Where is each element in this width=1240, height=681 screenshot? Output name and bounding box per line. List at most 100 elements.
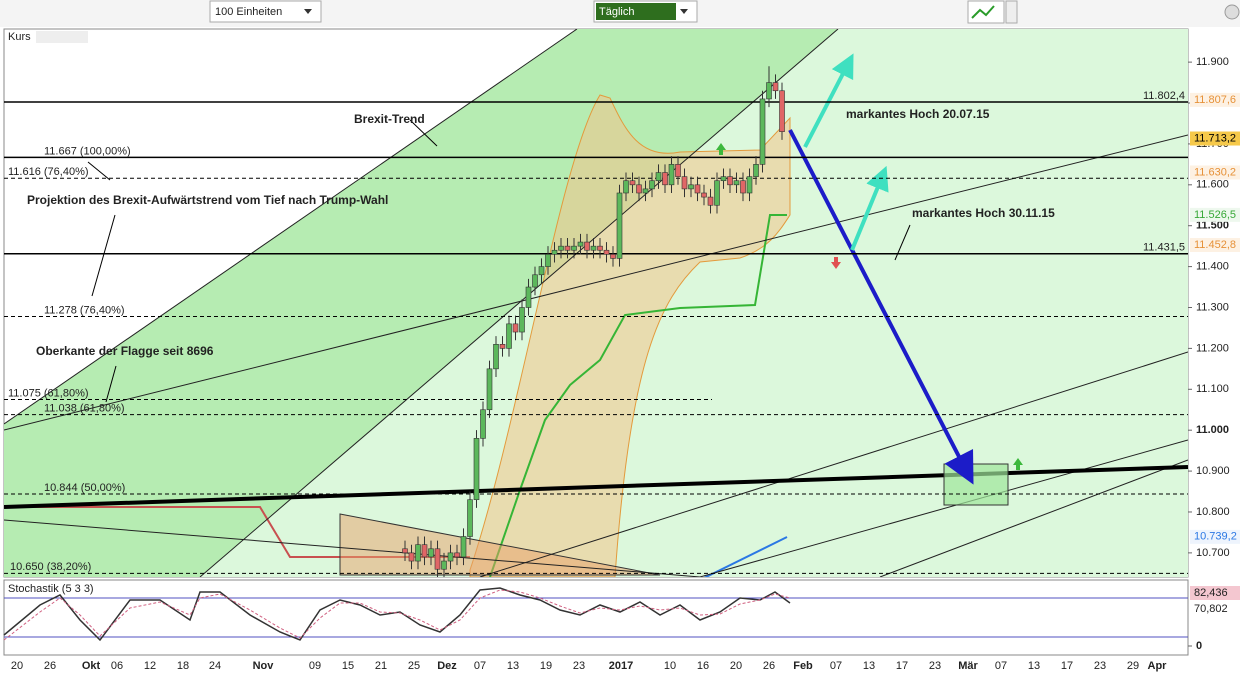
trend-line [879,459,1188,577]
y-tick-label: 11.300 [1196,301,1229,313]
tool-icon [971,5,995,19]
y-tick-label: 10.800 [1196,506,1230,518]
x-tick-label: 13 [1028,660,1040,672]
period-highlight [596,3,676,20]
candle-body [610,254,616,259]
candle-body [454,552,460,558]
pointer [105,365,117,403]
x-tick-label: 25 [408,660,420,672]
candle-body [668,164,675,186]
level-label: 11.667 (100,00%) [44,145,131,157]
candle-body [642,188,649,194]
candle-body [733,180,740,186]
price-tag-label: 11.526,5 [1194,209,1236,221]
x-tick-label: 26 [44,660,56,672]
x-tick-label: 15 [342,660,354,672]
candle-body [538,266,545,276]
x-tick-label: 29 [1127,660,1139,672]
dropdown-icon [680,9,688,14]
projection-arrow [788,129,974,485]
candle-body [441,560,447,570]
x-tick-label: Apr [1148,660,1168,672]
price-tag [1190,207,1240,222]
candle-body [675,164,681,177]
trend-line [4,134,1188,431]
units-select[interactable] [209,0,322,23]
pointer [87,161,111,181]
x-tick-label: Feb [793,660,813,672]
x-tick-label: 07 [830,660,842,672]
candle-body [545,254,551,267]
y-tick-label: 11.900 [1196,56,1229,68]
y-tick-label: 10.700 [1196,547,1230,559]
candle-body [662,172,668,186]
price-tag [1190,165,1240,180]
x-tick-label: 21 [375,660,387,672]
x-tick-label: 18 [177,660,189,672]
candle-body [746,176,753,194]
channel-light [200,29,1188,577]
candle-body [493,344,499,370]
candle-body [590,245,597,251]
candle-body [571,245,577,251]
chart-tools-button[interactable] [967,0,1005,24]
candle-body [447,552,454,562]
signal-up [716,143,726,155]
price-tag [1190,529,1240,544]
x-tick-label: 10 [664,660,676,672]
candle-body [499,344,506,349]
x-tick-label: 17 [896,660,908,672]
scroll-button[interactable] [1224,4,1240,20]
level-label: 10.844 (50,00%) [44,482,125,494]
level-label: 11.431,5 [1143,242,1185,254]
x-tick-label: 07 [995,660,1007,672]
x-tick-label: 13 [863,660,875,672]
candle-body [480,409,486,439]
candle-body [707,196,714,206]
tools-dropdown[interactable] [1005,0,1018,24]
candle-body [701,192,707,198]
y-tick-label: 11.200 [1196,342,1229,354]
bollinger-band [469,94,791,577]
candle-body [460,536,467,558]
x-tick-label: 23 [1094,660,1106,672]
x-tick-label: 2017 [609,660,633,672]
candle-body [467,499,473,537]
candle-body [766,82,772,100]
annotation: markantes Hoch 30.11.15 [912,206,1055,220]
osc-tick-label: 0 [1196,640,1202,652]
y-tick-label: 11.600 [1196,179,1229,191]
trend-line [199,29,839,577]
candle-body [519,307,525,333]
oscillator-title: Stochastik (5 3 3) [8,583,94,595]
price-tag-label: 11.713,2 [1194,132,1236,144]
candle-body [532,274,538,288]
price-tag-label: 11.630,2 [1194,166,1236,178]
candle-body [597,245,603,251]
stoch-k [3,587,791,642]
candle-body [415,544,421,562]
annotation: markantes Hoch 20.07.15 [846,107,990,121]
annotation: Projektion des Brexit-Aufwärtstrend vom … [27,193,388,207]
candle-body [720,176,727,182]
annotation: Brexit-Trend [354,112,425,126]
x-tick-label: 23 [929,660,941,672]
oscillator-panel [3,579,1189,656]
level-label: 10.650 (38,20%) [10,561,91,573]
signal-up [1013,458,1023,470]
price-tag [1190,131,1240,146]
candle-body [551,249,558,255]
candle-body [558,245,564,251]
price-tag-label: 10.739,2 [1194,531,1237,543]
candle-body [408,552,415,562]
y-tick-label: 11.500 [1196,220,1229,232]
level-label: 11.278 (76,40%) [44,304,125,316]
price-tag-label: 11.807,6 [1194,94,1236,106]
candle-body [714,180,720,206]
panel-icons[interactable] [36,31,88,43]
candle-body [779,90,785,132]
candle-body [636,184,642,194]
candle-body [629,180,636,186]
candle-body [564,245,571,251]
x-tick-label: 07 [474,660,486,672]
